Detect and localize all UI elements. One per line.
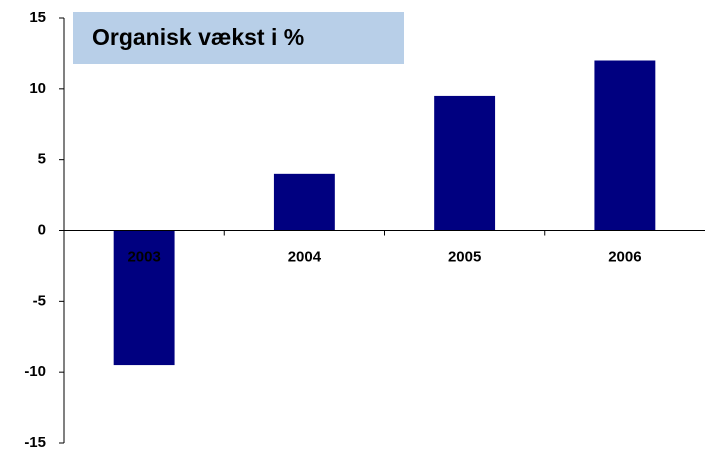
bar xyxy=(273,173,335,231)
bar xyxy=(594,60,656,231)
y-tick-label: -10 xyxy=(24,363,46,380)
bar xyxy=(434,95,496,231)
x-tick-label: 2003 xyxy=(127,248,160,265)
x-tick-label: 2006 xyxy=(608,248,641,265)
y-tick-label: 10 xyxy=(29,80,46,97)
bar xyxy=(113,230,175,366)
y-tick-label: 5 xyxy=(38,151,46,168)
y-tick-label: 15 xyxy=(29,9,46,26)
y-tick-label: -5 xyxy=(33,292,46,309)
x-tick-label: 2005 xyxy=(448,248,481,265)
title-box xyxy=(73,12,404,64)
x-tick-label: 2004 xyxy=(288,248,322,265)
y-tick-label: -15 xyxy=(24,434,46,451)
y-tick-label: 0 xyxy=(38,221,46,238)
chart-title: Organisk vækst i % xyxy=(92,24,304,50)
